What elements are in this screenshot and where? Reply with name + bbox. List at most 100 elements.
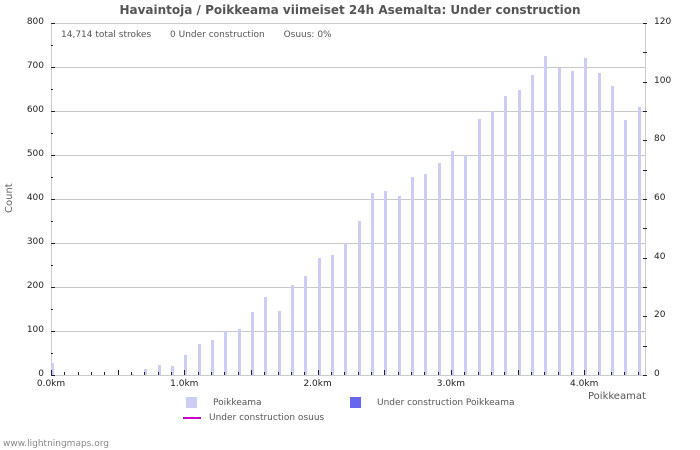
x-axis-line	[51, 375, 646, 376]
bar	[264, 297, 268, 375]
total-strokes: 14,714 total strokes	[61, 30, 152, 40]
y-tick-label: 500	[26, 149, 44, 159]
bar	[450, 151, 454, 375]
x-tick-mark	[637, 372, 639, 375]
bar	[210, 339, 214, 375]
x-tick-mark	[210, 372, 212, 375]
y2-minor-tick-mark	[643, 169, 647, 171]
gridline	[52, 199, 645, 200]
x-tick-label: 0.0km	[36, 379, 66, 389]
x-tick-mark	[264, 372, 266, 375]
x-tick-label: 1.0km	[170, 379, 199, 389]
bar	[157, 364, 161, 375]
y2-tick-label: 20	[654, 310, 666, 321]
footer-link[interactable]: www.lightningmaps.org	[3, 439, 109, 449]
bar	[557, 67, 561, 375]
y-tick-mark	[51, 243, 55, 244]
bar	[237, 328, 241, 375]
bar	[570, 70, 574, 375]
x-tick-mark	[317, 370, 319, 375]
y2-tick-label: 120	[654, 17, 672, 27]
bar	[544, 56, 548, 375]
x-tick-mark	[130, 372, 132, 375]
x-tick-mark	[64, 372, 66, 375]
y2-minor-tick-mark	[643, 345, 647, 347]
y2-tick-mark	[643, 23, 647, 24]
y-tick-label: 700	[26, 61, 44, 71]
x-tick-mark	[51, 370, 52, 375]
x-tick-mark	[504, 372, 506, 375]
y-tick-mark	[51, 111, 55, 112]
y2-tick-label: 80	[654, 134, 666, 145]
x-tick-mark	[624, 372, 626, 375]
x-tick-mark	[544, 372, 546, 375]
gridline	[52, 331, 645, 332]
bar	[584, 58, 588, 375]
y-tick-mark	[51, 199, 55, 200]
legend-line-icon	[183, 417, 201, 419]
y-tick-mark	[51, 23, 55, 24]
bar	[344, 243, 348, 375]
y-minor-tick-mark	[51, 353, 53, 354]
bar	[277, 311, 281, 375]
bar	[170, 365, 174, 375]
x-tick-mark	[490, 372, 492, 375]
y-minor-tick-mark	[51, 45, 53, 46]
y2-tick-label: 40	[654, 251, 666, 262]
x-tick-mark	[184, 370, 186, 375]
x-tick-mark	[597, 372, 599, 375]
bar	[424, 173, 428, 375]
bar	[504, 96, 508, 375]
x-tick-mark	[530, 372, 532, 375]
x-tick-label: 3.0km	[436, 379, 466, 389]
bar	[197, 344, 201, 375]
legend-item-poikkeama: Poikkeama	[186, 397, 262, 408]
x-tick-mark	[330, 372, 332, 375]
x-tick-mark	[437, 372, 439, 375]
bar	[304, 276, 308, 375]
bar	[477, 118, 481, 375]
x-tick-mark	[344, 372, 346, 375]
bar	[384, 191, 388, 375]
y2-tick-mark	[643, 257, 647, 259]
x-tick-mark	[557, 372, 559, 375]
y-tick-label: 600	[26, 105, 44, 115]
y2-minor-tick-mark	[643, 111, 647, 112]
x-tick-mark	[304, 372, 306, 375]
plot-area	[51, 23, 646, 375]
x-tick-mark	[250, 370, 252, 375]
y2-tick-label: 0	[654, 369, 660, 379]
y2-tick-mark	[643, 81, 647, 83]
gridline	[52, 243, 645, 244]
y-minor-tick-mark	[51, 265, 53, 266]
x-tick-mark	[290, 372, 292, 375]
bar	[357, 221, 361, 375]
legend-label: Under construction osuus	[209, 413, 325, 423]
y-minor-tick-mark	[51, 89, 53, 90]
x-tick-mark	[224, 372, 226, 375]
x-tick-mark	[170, 372, 172, 375]
bar	[130, 374, 134, 375]
chart-title: Havaintoja / Poikkeama viimeiset 24h Ase…	[119, 3, 581, 17]
x-tick-mark	[157, 372, 159, 375]
x-tick-mark	[477, 372, 479, 375]
bar	[517, 89, 521, 375]
y-axis-left-label: Count	[4, 183, 15, 213]
x-tick-mark	[197, 372, 199, 375]
bar	[184, 355, 188, 375]
legend-swatch-icon	[186, 397, 197, 408]
y2-tick-mark	[643, 316, 647, 318]
x-tick-mark	[104, 372, 106, 375]
bar	[330, 254, 334, 375]
x-tick-mark	[370, 372, 372, 375]
y2-tick-mark	[643, 375, 647, 376]
y-tick-label: 800	[26, 17, 44, 27]
x-tick-mark	[144, 372, 146, 375]
bar	[597, 73, 601, 375]
bar	[530, 74, 534, 375]
y2-minor-tick-mark	[643, 228, 647, 230]
bar	[490, 111, 494, 375]
y-tick-mark	[51, 155, 55, 156]
legend-label: Poikkeama	[213, 397, 262, 408]
y2-minor-tick-mark	[643, 287, 647, 288]
